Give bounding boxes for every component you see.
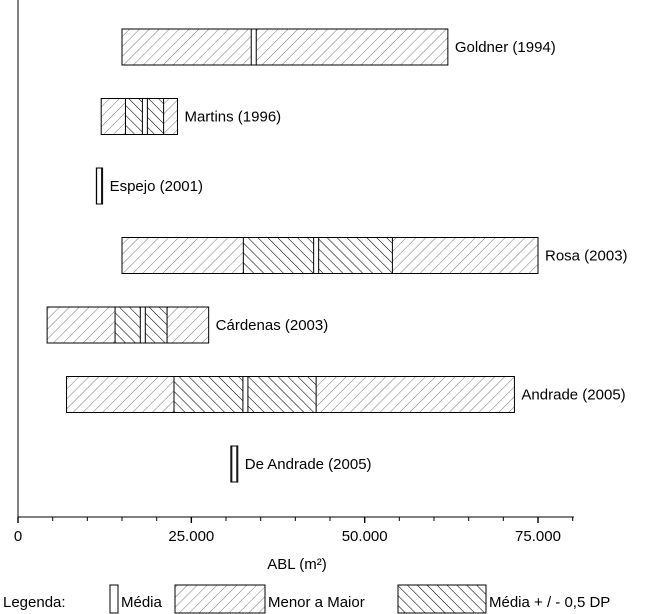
legend-label-range: Menor a Maior [268, 594, 365, 611]
x-tick-label: 50.000 [342, 528, 388, 545]
plot-area: Goldner (1994) Martins (1996) Espejo (2001… [17, 0, 628, 517]
mean-marker [139, 306, 146, 344]
legend-swatch-sd [397, 584, 487, 614]
bar-group: Rosa (2003) [121, 237, 628, 274]
category-label: Rosa (2003) [545, 248, 628, 265]
range-bar [121, 28, 449, 66]
legend-label-sd: Média + / - 0,5 DP [489, 594, 610, 611]
category-label: De Andrade (2005) [245, 456, 372, 473]
category-label: Andrade (2005) [521, 387, 625, 404]
legend-label-media: Média [121, 594, 163, 611]
legend-title: Legenda: [3, 594, 66, 611]
legend: Legenda: Média Menor a Maior Média + / - 0,… [3, 584, 610, 614]
category-label: Goldner (1994) [455, 39, 556, 56]
bar-group: Cárdenas (2003) [46, 306, 329, 344]
bar-group: De Andrade (2005) [230, 445, 372, 483]
mean-marker [313, 237, 320, 274]
mean-marker [141, 98, 148, 135]
mean-marker [250, 28, 257, 66]
x-tick-label: 25.000 [168, 528, 214, 545]
mean-marker [242, 376, 249, 413]
legend-swatch-range [174, 584, 266, 614]
x-axis-label: ABL (m²) [267, 556, 326, 573]
category-label: Martins (1996) [184, 109, 281, 126]
x-axis: 0 25.000 50.000 75.000 [14, 516, 574, 545]
bar-group: Martins (1996) [100, 98, 281, 135]
x-tick-label: 75.000 [515, 528, 561, 545]
category-label: Espejo (2001) [110, 178, 203, 195]
x-tick-label: 0 [14, 528, 22, 545]
category-label: Cárdenas (2003) [216, 317, 329, 334]
legend-swatch-media [109, 584, 119, 614]
mean-marker [231, 445, 238, 483]
bar-group: Andrade (2005) [66, 376, 626, 413]
bar-group: Espejo (2001) [95, 167, 203, 205]
mean-marker [96, 167, 103, 205]
bar-group: Goldner (1994) [121, 28, 556, 66]
